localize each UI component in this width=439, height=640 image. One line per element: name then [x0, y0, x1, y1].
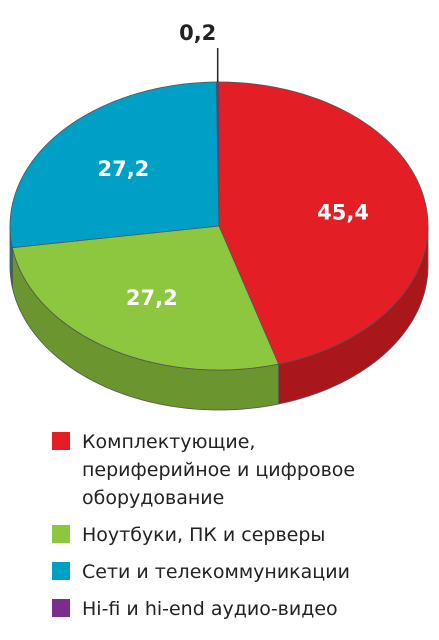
value-label: 0,2 [179, 21, 216, 45]
legend-item: Hi-fi и hi-end аудио-видео [52, 595, 432, 623]
legend-swatch [52, 599, 70, 617]
legend-swatch [52, 562, 70, 580]
legend-item: Комплектующие, периферийное и цифровое о… [52, 428, 432, 512]
pie-slice [11, 225, 280, 371]
pie-slice [9, 81, 220, 249]
legend-label: Ноутбуки, ПК и серверы [82, 524, 326, 546]
legend-swatch [52, 432, 70, 450]
value-label: 27,2 [126, 286, 178, 310]
legend-label: Комплектующие, периферийное и цифровое о… [82, 431, 356, 509]
value-label: 27,2 [97, 157, 149, 181]
legend: Комплектующие, периферийное и цифровое о… [52, 428, 432, 632]
pie-slice [218, 81, 429, 365]
legend-label: Сети и телекоммуникации [82, 561, 350, 583]
legend-item: Сети и телекоммуникации [52, 558, 432, 586]
legend-label: Hi-fi и hi-end аудио-видео [82, 598, 338, 620]
value-label: 45,4 [317, 201, 369, 225]
legend-swatch [52, 525, 70, 543]
chart: 45,4 27,2 27,2 0,2 [9, 21, 429, 411]
legend-item: Ноутбуки, ПК и серверы [52, 521, 432, 549]
